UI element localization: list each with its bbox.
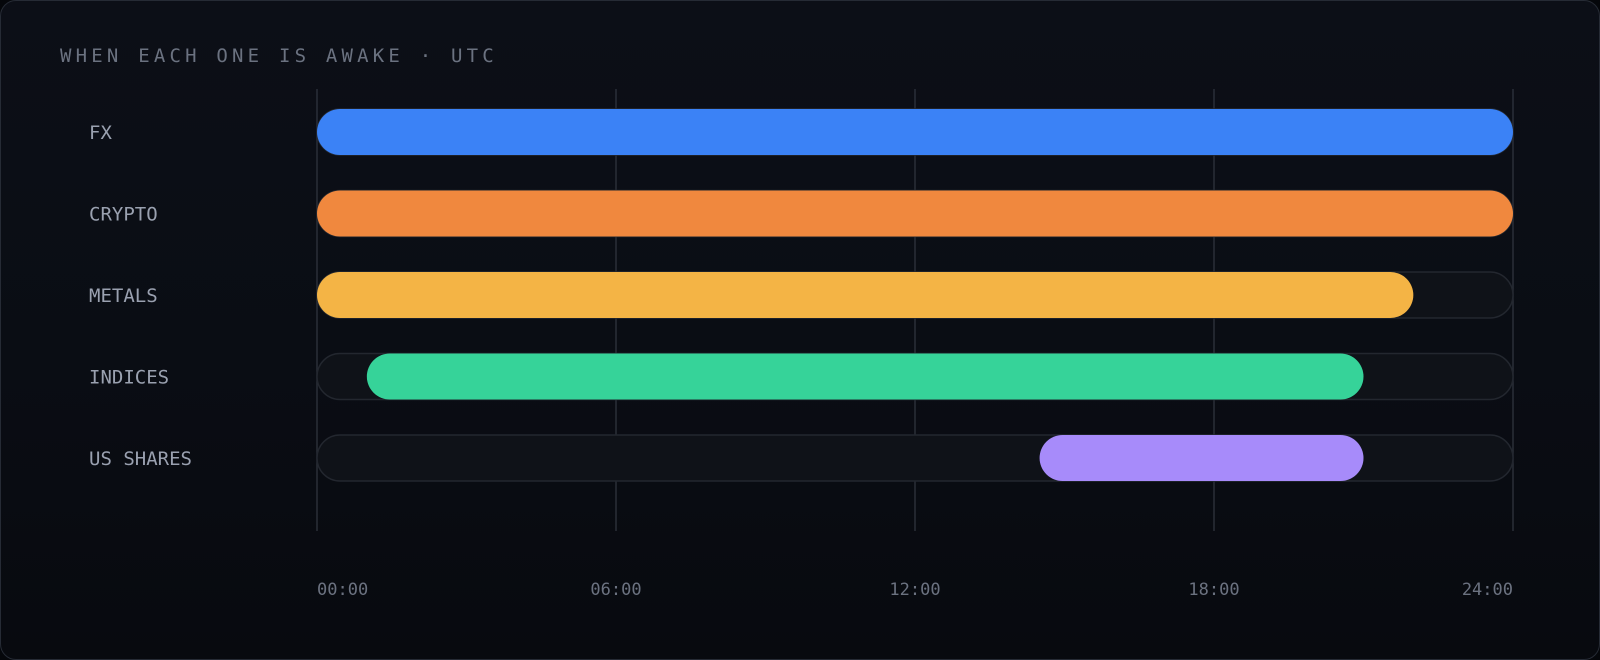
bar-metals [317, 272, 1414, 318]
x-axis-ticks: 00:00 06:00 12:00 18:00 24:00 [317, 580, 1513, 600]
row-label-crypto: CRYPTO [89, 204, 158, 226]
tick-label-12-00: 12:00 [889, 580, 940, 600]
row-indices: INDICES [89, 352, 1514, 401]
row-label-indices: INDICES [89, 367, 169, 389]
chart-title: WHEN EACH ONE IS AWAKE · UTC [60, 45, 498, 67]
tick-label-24-00: 24:00 [1462, 580, 1513, 600]
row-crypto: CRYPTO [89, 189, 1514, 238]
bar-us-shares [1039, 435, 1364, 481]
tick-label-06-00: 06:00 [590, 580, 641, 600]
tick-label-18-00: 18:00 [1188, 580, 1239, 600]
tick-label-00-00: 00:00 [317, 580, 368, 600]
bar-fx [317, 109, 1513, 155]
row-label-us-shares: US SHARES [89, 448, 192, 470]
row-label-fx: FX [89, 122, 112, 144]
row-label-metals: METALS [89, 285, 158, 307]
row-metals: METALS [89, 271, 1514, 319]
row-fx: FX [89, 108, 1514, 156]
bar-crypto [317, 190, 1513, 237]
timeline-rows: FX CRYPTO METALS INDICES US SHARES [89, 108, 1514, 482]
bar-indices [366, 353, 1364, 400]
row-us-shares: US SHARES [89, 434, 1514, 482]
